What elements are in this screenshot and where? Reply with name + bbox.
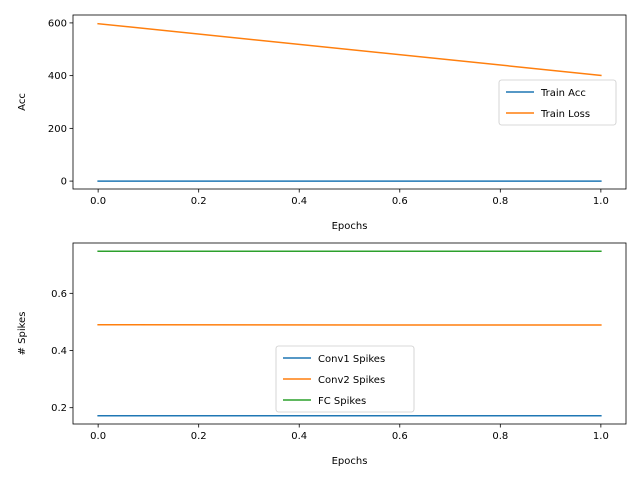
chart-1: 0.0 0.2 0.4 0.6 0.8 1.0 0 200 400 600 Epochs Acc Tra… (17, 14, 627, 232)
y-tick-label: 0.6 (51, 289, 67, 300)
y-tick-label: 0.2 (51, 403, 67, 414)
y-tick-label: 600 (48, 18, 67, 29)
x-tick-label: 0.8 (492, 431, 508, 442)
x-axis-label: Epochs (332, 456, 368, 467)
x-tick-label: 1.0 (593, 196, 609, 207)
legend-label: Conv2 Spikes (318, 375, 385, 386)
y-tick-label: 200 (48, 124, 67, 135)
x-tick-label: 0.4 (291, 431, 307, 442)
legend: Conv1 Spikes Conv2 Spikes FC Spikes (275, 345, 415, 413)
x-tick-label: 0.2 (191, 196, 207, 207)
chart-2: 0.0 0.2 0.4 0.6 0.8 1.0 0.2 0.4 0.6 Epochs # Spike… (17, 242, 627, 467)
x-tick-label: 0.0 (90, 431, 106, 442)
y-axis-label: # Spikes (17, 312, 28, 356)
x-tick-label: 0.4 (291, 196, 307, 207)
y-tick-label: 0.4 (51, 346, 67, 357)
x-tick-label: 0.6 (392, 196, 408, 207)
y-axis-label: Acc (17, 93, 28, 111)
legend-label: Train Acc (540, 88, 586, 99)
legend-label: Conv1 Spikes (318, 354, 385, 365)
x-axis-label: Epochs (332, 221, 368, 232)
x-tick-label: 0.6 (392, 431, 408, 442)
legend-label: FC Spikes (318, 396, 366, 407)
x-tick-label: 0.2 (191, 431, 207, 442)
series-line-train-loss (97, 22, 602, 77)
plot-frame (72, 242, 627, 425)
x-tick-label: 0.0 (90, 196, 106, 207)
plot-frame (72, 14, 627, 190)
legend-box (275, 345, 415, 413)
y-tick-label: 400 (48, 71, 67, 82)
legend-label: Train Loss (540, 109, 590, 120)
legend: Train Acc Train Loss (498, 79, 617, 126)
y-tick-label: 0 (61, 177, 67, 188)
x-tick-label: 1.0 (593, 431, 609, 442)
x-tick-label: 0.8 (492, 196, 508, 207)
